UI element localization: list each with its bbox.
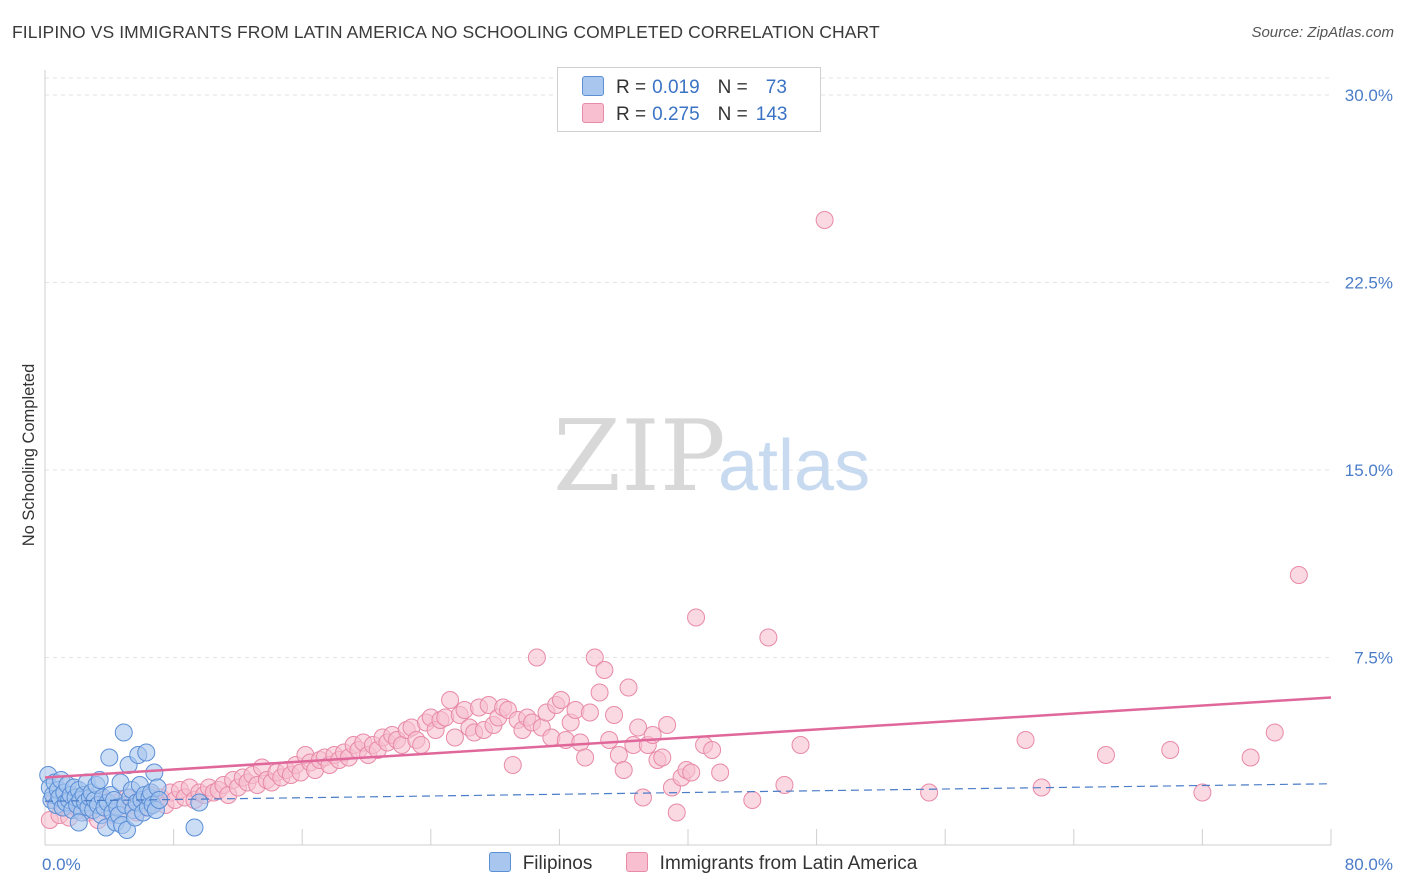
latin-america-point: [629, 718, 648, 737]
trend-lines: [44, 696, 1332, 802]
legend-n-value: 73: [765, 77, 787, 98]
legend-r-label: R =: [616, 104, 647, 125]
y-tick-label: 22.5%: [1345, 274, 1393, 293]
latin-america-point: [743, 791, 762, 809]
latin-america-point: [703, 741, 722, 759]
axes: [44, 70, 1332, 846]
y-tick-label: 30.0%: [1345, 86, 1393, 105]
latin-america-point: [503, 756, 522, 774]
bottom-legend-label-latin-america: Immigrants from Latin America: [659, 853, 918, 874]
latin-america-point: [687, 608, 706, 627]
watermark: ZIP atlas: [553, 400, 870, 514]
filipino-point: [185, 818, 204, 837]
watermark-zip: ZIP: [553, 400, 726, 514]
bottom-legend-label-filipinos: Filipinos: [522, 853, 593, 874]
latin-america-point: [614, 761, 633, 779]
filipino-point: [69, 813, 88, 832]
legend-n-value: 143: [755, 104, 788, 125]
filipino-point: [145, 763, 164, 782]
latin-america-point: [667, 803, 686, 822]
latin-america-point: [527, 648, 546, 667]
source-credit: Source: ZipAtlas.com: [1251, 24, 1394, 41]
latin-america-point: [1289, 566, 1308, 584]
latin-america-point: [682, 763, 701, 782]
bottom-legend-filipinos: Filipinos: [488, 852, 593, 875]
latin-america-point: [658, 716, 677, 734]
y-axis-label: No Schooling Completed: [20, 364, 38, 547]
y-tick-label: 15.0%: [1345, 461, 1393, 480]
latin-america-point: [775, 776, 794, 794]
legend-swatch-filipinos: [582, 76, 604, 96]
bottom-legend-swatch-latin-america: [625, 852, 648, 872]
legend-row-latin-america: R = 0.275 N = 143: [582, 103, 787, 127]
watermark-atlas: atlas: [718, 426, 870, 506]
legend-r-value: 0.019: [652, 77, 700, 98]
latin-america-point: [1241, 748, 1260, 767]
latin-america-point: [585, 648, 604, 667]
filipino-point: [137, 743, 156, 762]
filipino-point: [114, 723, 133, 742]
latin-america-point: [1016, 731, 1035, 749]
latin-america-point: [920, 783, 939, 802]
legend-n-label: N =: [717, 77, 748, 98]
bottom-legend-latin-america: Immigrants from Latin America: [625, 852, 918, 875]
latin-america-point: [1193, 783, 1212, 802]
latin-america-point: [412, 736, 431, 754]
latin-america-point: [576, 748, 595, 767]
filipino-point: [90, 771, 109, 789]
legend: R = 0.019 N = 73 R = 0.275 N = 143: [557, 67, 821, 132]
legend-r-value: 0.275: [652, 104, 700, 125]
latin-america-point: [445, 728, 464, 747]
chart-title: FILIPINO VS IMMIGRANTS FROM LATIN AMERIC…: [12, 22, 880, 42]
legend-n-label: N =: [717, 104, 748, 125]
latin-america-point: [619, 678, 638, 697]
latin-america-point: [1161, 741, 1180, 759]
filipino-trend-line: [44, 783, 1332, 802]
legend-r-label: R =: [616, 77, 647, 98]
latin-america-point: [580, 703, 599, 722]
x-tick-label: 80.0%: [1345, 855, 1393, 874]
latin-america-point: [711, 763, 730, 782]
latin-america-point: [552, 691, 571, 709]
legend-swatch-latin-america: [582, 103, 604, 123]
bottom-legend-swatch-filipinos: [488, 852, 511, 872]
x-tick-labels: 0.0% 80.0%: [42, 855, 1393, 874]
x-tick-label: 0.0%: [42, 855, 81, 874]
latin-america-point: [633, 788, 652, 807]
legend-row-filipinos: R = 0.019 N = 73: [582, 76, 787, 100]
latin-america-point: [571, 733, 590, 752]
latin-america-point: [791, 736, 810, 754]
latin-america-point: [441, 691, 460, 709]
series-latin-america: [40, 111, 1308, 829]
y-tick-label: 7.5%: [1354, 649, 1393, 668]
latin-america-point: [609, 746, 628, 764]
latin-america-point: [595, 661, 614, 679]
latin-america-point: [1096, 746, 1115, 764]
filipino-point: [190, 793, 209, 812]
latin-america-trend-line: [44, 696, 1332, 779]
latin-america-point: [600, 731, 619, 749]
y-tick-labels: 7.5% 15.0% 22.5% 30.0%: [1345, 86, 1393, 668]
latin-america-point: [759, 628, 778, 647]
latin-america-point: [605, 706, 624, 724]
latin-america-point: [815, 211, 834, 229]
latin-america-point: [653, 748, 672, 767]
bottom-legend: Filipinos Immigrants from Latin America: [0, 852, 1406, 875]
grid-lines: [45, 77, 1331, 658]
filipino-point: [100, 748, 119, 767]
latin-america-point: [590, 683, 609, 702]
latin-america-point: [1265, 723, 1284, 742]
